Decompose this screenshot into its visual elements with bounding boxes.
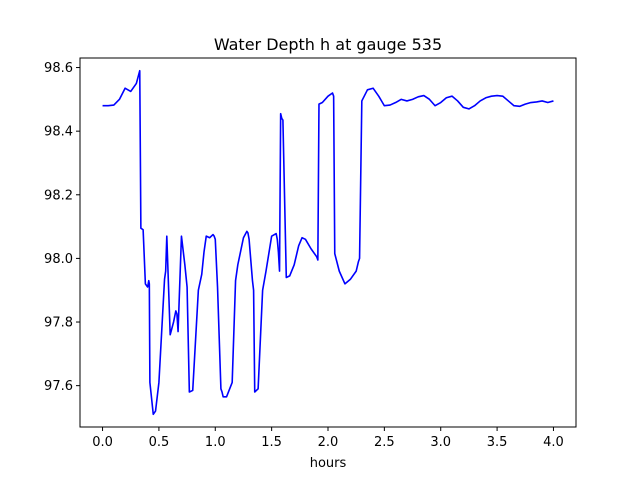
y-tick-label: 98.0: [44, 252, 73, 267]
x-tick-label: 2.0: [318, 435, 339, 450]
chart-title: Water Depth h at gauge 535: [214, 35, 442, 54]
y-tick-label: 98.2: [44, 188, 73, 203]
x-tick-label: 1.0: [205, 435, 226, 450]
series-line-0: [102, 69, 554, 416]
x-tick-label: 3.0: [430, 435, 451, 450]
x-tick-label: 3.5: [487, 435, 508, 450]
plot-frame: [79, 57, 577, 428]
y-axis: 97.6 97.8 98.0 98.2 98.4 98.6: [44, 61, 80, 394]
x-axis: 0.0 0.5 1.0 1.5 2.0 2.5 3.0 3.5 4.0: [92, 427, 564, 450]
x-tick-label: 1.5: [261, 435, 282, 450]
y-tick-label: 98.4: [44, 125, 73, 140]
y-tick-label: 98.6: [44, 61, 73, 76]
x-tick-label: 4.0: [543, 435, 564, 450]
series-layer: [102, 69, 554, 416]
x-tick-label: 0.0: [92, 435, 113, 450]
x-axis-label: hours: [310, 456, 347, 471]
x-tick-label: 0.5: [149, 435, 170, 450]
x-tick-label: 2.5: [374, 435, 395, 450]
y-tick-label: 97.8: [44, 316, 73, 331]
y-tick-label: 97.6: [44, 379, 73, 394]
